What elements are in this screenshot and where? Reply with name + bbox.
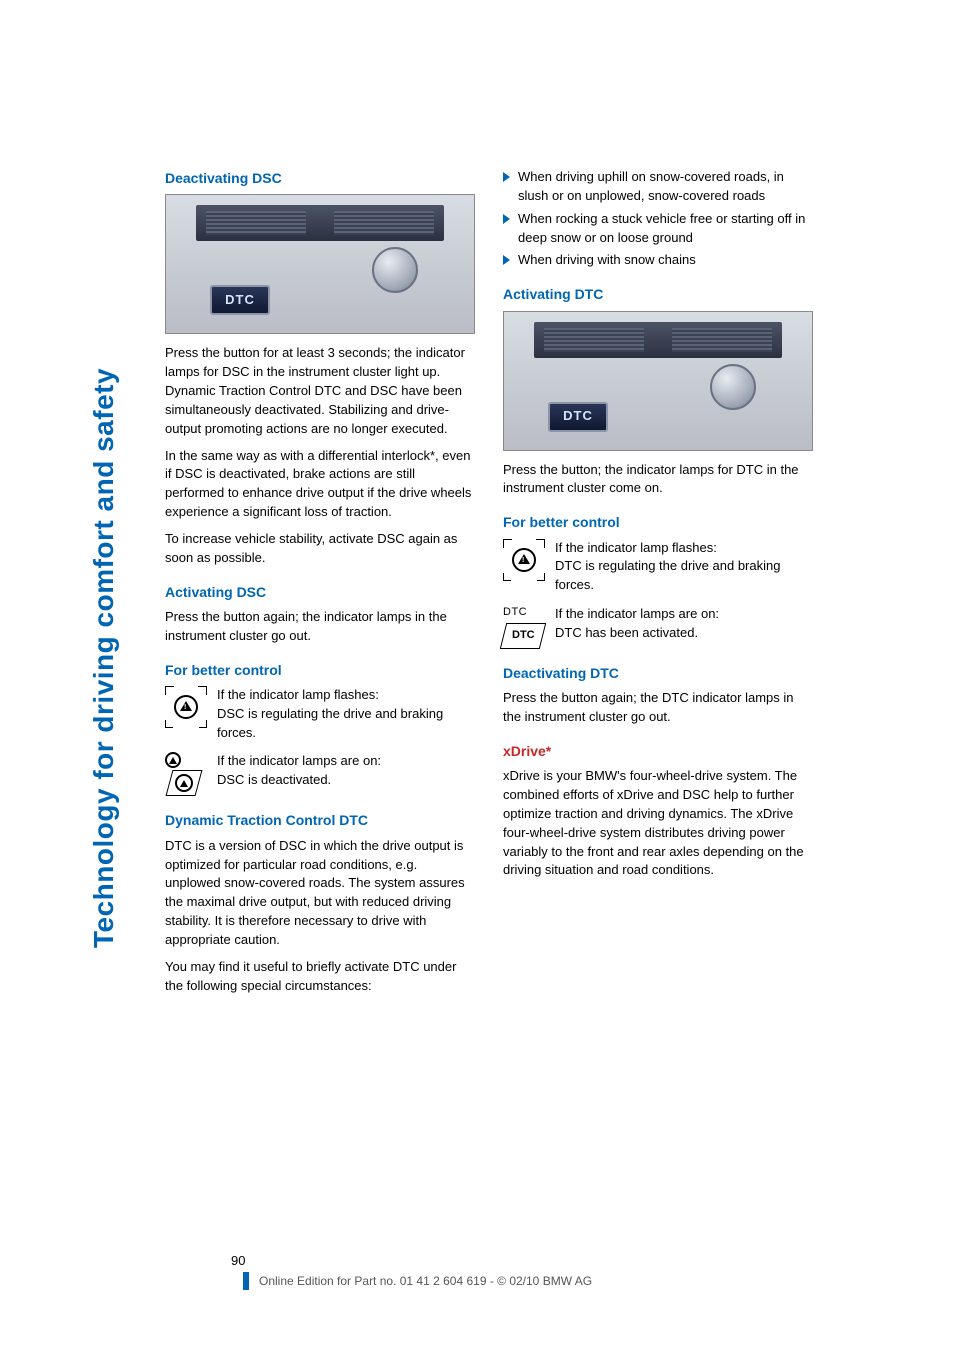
bullet-icon	[503, 172, 510, 182]
dtc-small-label: DTC	[503, 605, 545, 621]
paragraph: DTC is a version of DSC in which the dri…	[165, 837, 475, 950]
bullet-icon	[503, 214, 510, 224]
list-item: When driving uphill on snow-covered road…	[503, 168, 813, 206]
list-item: When driving with snow chains	[503, 251, 813, 270]
heading-dtc: Dynamic Traction Control DTC	[165, 810, 475, 830]
indicator-text: If the indicator lamp flashes: DTC is re…	[555, 539, 813, 596]
heading-deactivating-dtc: Deactivating DTC	[503, 663, 813, 683]
dashboard-image-dtc: DTC	[503, 311, 813, 451]
paragraph: In the same way as with a differential i…	[165, 447, 475, 522]
paragraph: You may find it useful to briefly activa…	[165, 958, 475, 996]
heading-for-better-control: For better control	[503, 512, 813, 532]
indicator-row: If the indicator lamps are on: DSC is de…	[165, 752, 475, 796]
footer-edition-line: Online Edition for Part no. 01 41 2 604 …	[243, 1272, 864, 1290]
knob-graphic	[710, 364, 756, 410]
side-tab-label: Technology for driving comfort and safet…	[88, 168, 120, 948]
paragraph: Press the button for at least 3 seconds;…	[165, 344, 475, 438]
indicator-row: If the indicator lamp flashes: DSC is re…	[165, 686, 475, 743]
dtc-activated-icon: DTC DTC	[503, 605, 545, 649]
vents-graphic	[196, 205, 444, 241]
knob-graphic	[372, 247, 418, 293]
bullet-text: When driving uphill on snow-covered road…	[518, 168, 813, 206]
heading-activating-dsc: Activating DSC	[165, 582, 475, 602]
right-column: When driving uphill on snow-covered road…	[503, 168, 813, 1003]
paragraph: Press the button; the indicator lamps fo…	[503, 461, 813, 499]
warning-triangle-icon	[165, 686, 207, 728]
manual-page: Technology for driving comfort and safet…	[0, 0, 954, 1350]
paragraph: xDrive is your BMW's four-wheel-drive sy…	[503, 767, 813, 880]
bullet-icon	[503, 255, 510, 265]
dashboard-image-dsc: DTC	[165, 194, 475, 334]
page-footer: 90 Online Edition for Part no. 01 41 2 6…	[165, 1253, 864, 1290]
warning-triangle-icon	[503, 539, 545, 581]
content-columns: Deactivating DSC DTC Press the button fo…	[165, 168, 864, 1003]
bullet-list: When driving uphill on snow-covered road…	[503, 168, 813, 270]
page-number: 90	[231, 1253, 864, 1268]
indicator-row: DTC DTC If the indicator lamps are on: D…	[503, 605, 813, 649]
indicator-row: If the indicator lamp flashes: DTC is re…	[503, 539, 813, 596]
heading-for-better-control: For better control	[165, 660, 475, 680]
dtc-button-graphic: DTC	[210, 285, 270, 315]
list-item: When rocking a stuck vehicle free or sta…	[503, 210, 813, 248]
left-column: Deactivating DSC DTC Press the button fo…	[165, 168, 475, 1003]
paragraph: Press the button again; the indicator la…	[165, 608, 475, 646]
indicator-text: If the indicator lamp flashes: DSC is re…	[217, 686, 475, 743]
heading-xdrive: xDrive*	[503, 741, 813, 761]
dtc-button-graphic: DTC	[548, 402, 608, 432]
indicator-text: If the indicator lamps are on: DTC has b…	[555, 605, 813, 649]
bullet-text: When driving with snow chains	[518, 251, 696, 270]
vents-graphic	[534, 322, 782, 358]
dtc-box-label: DTC	[512, 628, 535, 644]
bullet-text: When rocking a stuck vehicle free or sta…	[518, 210, 813, 248]
indicator-text: If the indicator lamps are on: DSC is de…	[217, 752, 475, 796]
heading-activating-dtc: Activating DTC	[503, 284, 813, 304]
paragraph: Press the button again; the DTC indicato…	[503, 689, 813, 727]
heading-deactivating-dsc: Deactivating DSC	[165, 168, 475, 188]
dsc-deactivated-icon	[165, 752, 207, 796]
paragraph: To increase vehicle stability, activate …	[165, 530, 475, 568]
